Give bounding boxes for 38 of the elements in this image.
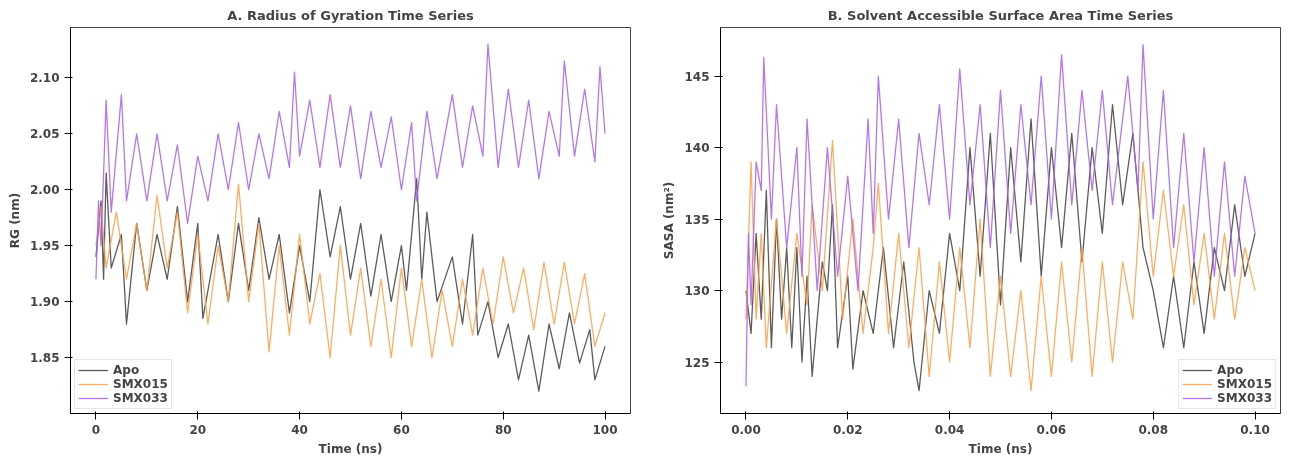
y-tick-label: 125 <box>684 355 710 370</box>
line-series <box>95 172 606 392</box>
y-tick-label: 1.85 <box>29 351 60 366</box>
y-tick-label: 1.95 <box>29 239 60 254</box>
legend-label: SMX015 <box>1217 377 1272 391</box>
x-tick-label: 0.08 <box>1138 422 1169 437</box>
x-tick-label: 20 <box>189 422 207 437</box>
y-tick-label: 145 <box>684 69 710 84</box>
x-tick-label: 100 <box>592 422 618 437</box>
x-tick-label: 0 <box>91 422 101 437</box>
x-tick-label: 60 <box>393 422 410 437</box>
x-tick-label: 80 <box>494 422 512 437</box>
y-axis-title: RG (nm) <box>7 192 22 249</box>
x-tick-label: 0.10 <box>1240 422 1270 437</box>
y-tick-label: 2.00 <box>29 183 60 198</box>
x-tick-label: 0.00 <box>731 422 761 437</box>
x-tick-label: 0.04 <box>934 422 965 437</box>
line-series <box>95 183 606 359</box>
chart-title: A. Radius of Gyration Time Series <box>227 7 474 23</box>
y-axis-title: SASA (nm²) <box>662 181 677 260</box>
y-tick-label: 2.05 <box>29 127 60 142</box>
chart-title: B. Solvent Accessible Surface Area Time Series <box>827 7 1174 23</box>
x-tick-label: 40 <box>291 422 308 437</box>
legend-label: Apo <box>1217 363 1244 377</box>
x-axis-title: Time (ns) <box>968 441 1033 456</box>
line-series <box>95 43 606 280</box>
legend-label: Apo <box>113 363 140 377</box>
x-tick-label: 0.02 <box>832 422 863 437</box>
legend-label: SMX015 <box>113 377 168 391</box>
y-tick-label: 135 <box>684 212 710 227</box>
legend-label: SMX033 <box>1217 391 1272 405</box>
y-tick-label: 140 <box>684 141 710 156</box>
y-tick-label: 1.90 <box>29 295 60 310</box>
legend-label: SMX033 <box>113 391 168 405</box>
x-axis-title: Time (ns) <box>318 441 383 456</box>
x-tick-label: 0.06 <box>1036 422 1067 437</box>
y-tick-label: 130 <box>684 284 710 299</box>
y-tick-label: 2.10 <box>29 71 60 86</box>
